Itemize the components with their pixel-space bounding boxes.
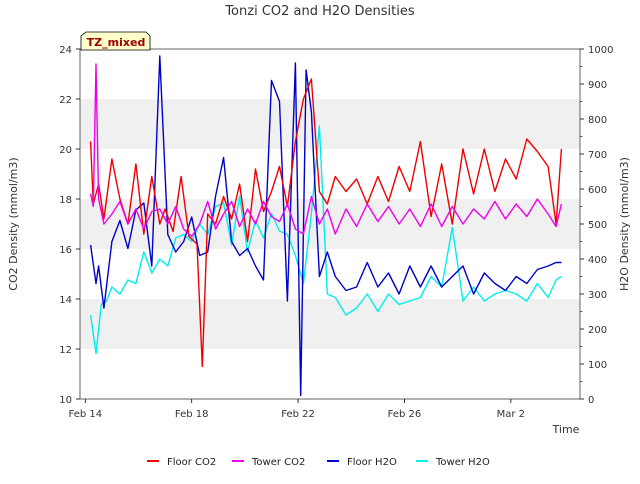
left-tick-label: 12 — [59, 345, 72, 356]
series-line-floor-h2o — [89, 55, 562, 397]
right-tick-label: 700 — [588, 150, 607, 161]
grid-band — [80, 299, 580, 349]
left-tick-label: 16 — [59, 245, 72, 256]
x-axis-ticks: Feb 14 Feb 18 Feb 22 Feb 26 Mar 2 — [69, 399, 525, 420]
left-tick-label: 22 — [59, 95, 72, 106]
x-axis-label: Time — [552, 423, 580, 436]
left-tick-label: 20 — [59, 145, 72, 156]
left-axis-ticks: 10 12 14 16 18 20 22 24 — [59, 45, 80, 406]
site-label: TZ_mixed — [87, 36, 146, 49]
grid-band — [80, 99, 580, 149]
legend: Floor CO2 Tower CO2 Floor H2O Tower H2O — [147, 457, 490, 468]
series-line-tower-h2o — [89, 125, 562, 355]
x-tick-label: Feb 26 — [388, 409, 422, 420]
right-axis-label: H2O Density (mmol/m3) — [618, 157, 631, 291]
series-line-floor-co2 — [89, 78, 563, 368]
chart-title: Tonzi CO2 and H2O Densities — [224, 4, 415, 19]
site-label-background — [80, 31, 151, 51]
legend-label: Floor CO2 — [167, 457, 216, 468]
x-tick-label: Mar 2 — [497, 409, 525, 420]
right-tick-label: 400 — [588, 255, 607, 266]
right-axis-ticks: 0 100 200 300 400 500 600 700 800 900 1000 — [580, 45, 613, 406]
right-tick-label: 900 — [588, 80, 607, 91]
x-tick-label: Feb 18 — [175, 409, 209, 420]
left-tick-label: 14 — [59, 295, 72, 306]
legend-label: Tower H2O — [435, 457, 490, 468]
x-tick-label: Feb 14 — [69, 409, 103, 420]
series-lines — [89, 55, 563, 397]
left-tick-label: 18 — [59, 195, 72, 206]
right-tick-label: 600 — [588, 185, 607, 196]
right-tick-label: 500 — [588, 220, 607, 231]
right-tick-label: 1000 — [588, 45, 613, 56]
site-label-box: TZ_mixed — [80, 31, 151, 51]
right-tick-label: 800 — [588, 115, 607, 126]
left-axis-label: CO2 Density (mmol/m3) — [7, 157, 20, 290]
x-tick-label: Feb 22 — [281, 409, 315, 420]
legend-label: Tower CO2 — [251, 457, 305, 468]
right-tick-label: 300 — [588, 290, 607, 301]
legend-label: Floor H2O — [347, 457, 397, 468]
grid-band — [80, 199, 580, 249]
right-tick-label: 0 — [588, 395, 594, 406]
grid-bands — [80, 99, 580, 349]
left-tick-label: 24 — [59, 45, 72, 56]
left-tick-label: 10 — [59, 395, 72, 406]
right-tick-label: 100 — [588, 360, 607, 371]
right-tick-label: 200 — [588, 325, 607, 336]
series-line-tower-co2 — [89, 63, 563, 238]
